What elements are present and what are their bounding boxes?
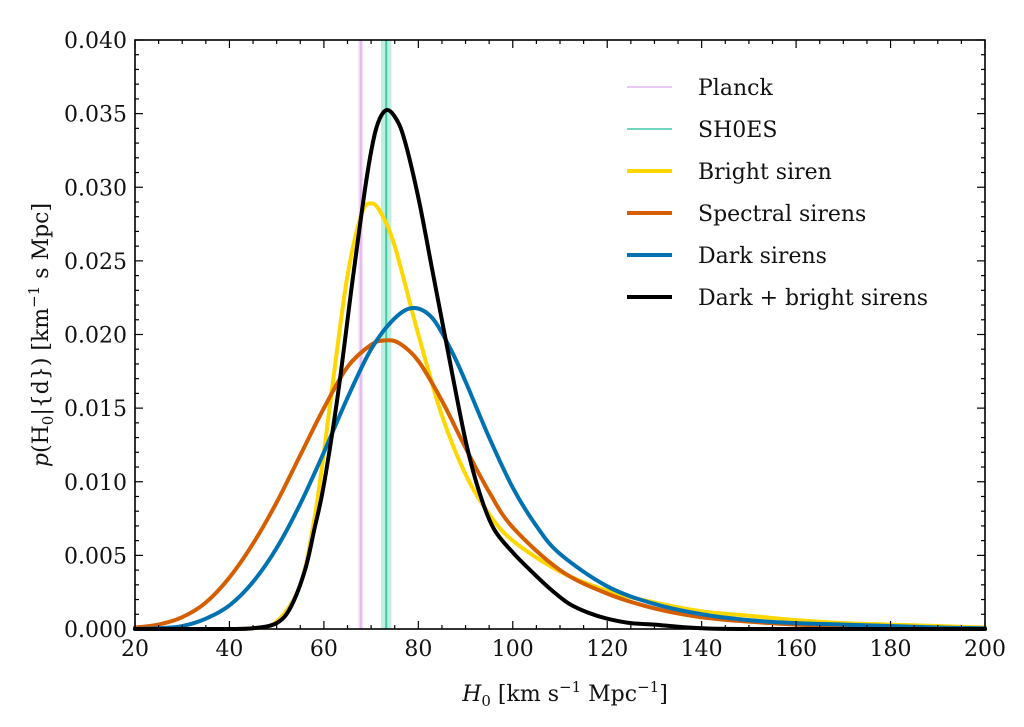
legend-label: Bright siren bbox=[698, 160, 832, 185]
y-tick-label: 0.015 bbox=[64, 397, 127, 422]
curve-dark-bright-sirens bbox=[133, 108, 987, 632]
x-tick-label: 140 bbox=[681, 637, 723, 662]
x-tick-label: 60 bbox=[310, 637, 338, 662]
curve-spectral-sirens bbox=[133, 338, 987, 631]
legend-item-dark-sirens: Dark sirens bbox=[627, 244, 827, 269]
x-tick-label: 160 bbox=[775, 637, 817, 662]
x-tick-label: 120 bbox=[586, 637, 628, 662]
x-tick-label: 80 bbox=[404, 637, 432, 662]
legend-item-dark-bright-sirens: Dark + bright sirens bbox=[627, 286, 928, 311]
y-tick-label: 0.005 bbox=[64, 544, 127, 569]
legend-item-sh0es: SH0ES bbox=[627, 118, 777, 143]
legend-label: Planck bbox=[698, 76, 773, 101]
curve-dark-sirens bbox=[133, 306, 987, 631]
y-axis-ticks: 0.000 0.005 0.010 0.015 0.020 0.025 0.030 0.035… bbox=[64, 29, 985, 643]
legend-label: Dark sirens bbox=[698, 244, 827, 269]
y-tick-label: 0.030 bbox=[64, 176, 127, 201]
legend-item-bright-siren: Bright siren bbox=[627, 160, 832, 185]
legend-item-spectral-sirens: Spectral sirens bbox=[627, 202, 866, 227]
legend: Planck SH0ES Bright siren Spectral sirens Da… bbox=[627, 76, 928, 311]
axes bbox=[134, 39, 986, 630]
reference-bands bbox=[358, 40, 392, 629]
x-axis-label: H0 [km s−1 Mpc−1] bbox=[461, 678, 668, 710]
x-tick-label: 40 bbox=[215, 637, 243, 662]
y-tick-label: 0.020 bbox=[64, 324, 127, 349]
y-tick-label: 0.010 bbox=[64, 471, 127, 496]
y-tick-label: 0.040 bbox=[64, 29, 127, 54]
x-axis-ticks: 20 40 60 80 100 120 140 160 180 200 bbox=[121, 40, 1006, 662]
x-tick-label: 20 bbox=[121, 637, 149, 662]
legend-label: SH0ES bbox=[698, 118, 777, 143]
posterior-curves bbox=[133, 108, 987, 632]
legend-label: Dark + bright sirens bbox=[698, 286, 928, 311]
y-tick-label: 0.035 bbox=[64, 103, 127, 128]
legend-item-planck: Planck bbox=[627, 76, 773, 101]
x-tick-label: 200 bbox=[964, 637, 1006, 662]
y-axis-label: p(H0|{d}) [km−1 s Mpc] bbox=[25, 203, 57, 467]
y-tick-label: 0.025 bbox=[64, 250, 127, 275]
plot-frame bbox=[134, 39, 986, 630]
curve-bright-siren bbox=[133, 201, 987, 632]
y-tick-label: 0.000 bbox=[64, 618, 127, 643]
x-tick-label: 180 bbox=[870, 637, 912, 662]
legend-label: Spectral sirens bbox=[698, 202, 866, 227]
x-tick-label: 100 bbox=[492, 637, 534, 662]
